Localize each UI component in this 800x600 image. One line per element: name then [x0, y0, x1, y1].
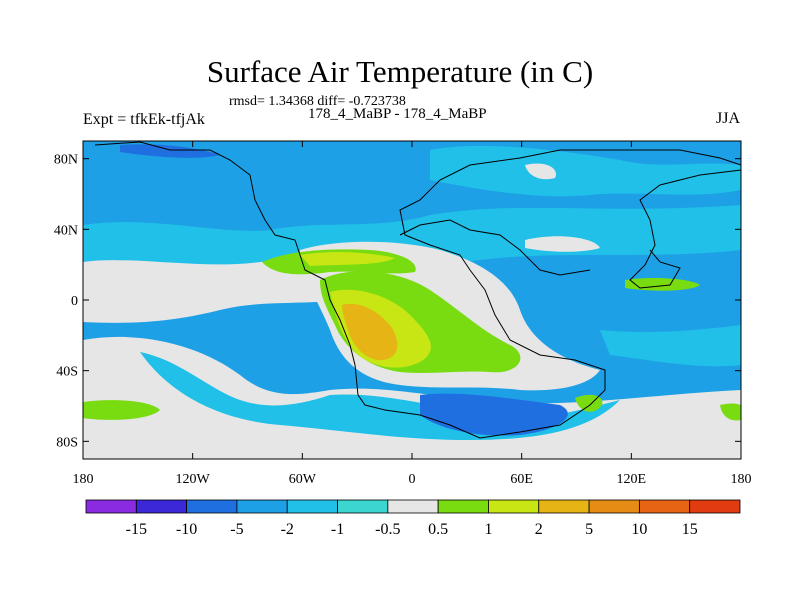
contour-orange-core [342, 303, 398, 360]
colorbar-label: 2 [535, 521, 543, 538]
comparison-label: 178_4_MaBP - 178_4_MaBP [308, 106, 487, 122]
coastline-east [629, 169, 742, 289]
lon-tick-label: 180 [731, 472, 752, 487]
contour-neutral-asia-patch [525, 236, 600, 252]
lon-tick-label: 60W [289, 472, 317, 487]
colorbar-swatch [85, 499, 137, 514]
coastline-north-shore [399, 219, 591, 276]
colorbar-label: -1 [331, 521, 344, 538]
colorbar-label: 0.5 [428, 521, 448, 538]
contour-neutral-tropics [83, 260, 350, 323]
colorbar-label: -15 [126, 521, 147, 538]
lon-tick-label: 120E [617, 472, 647, 487]
colorbar-label: -2 [281, 521, 294, 538]
colorbar-label: -5 [230, 521, 243, 538]
contour-green-east-edge [720, 403, 741, 421]
colorbar-swatch [538, 499, 590, 514]
plot-title: Surface Air Temperature (in C) [206, 54, 594, 89]
colorbar-swatch [638, 499, 691, 514]
colorbar-label: 15 [682, 521, 698, 538]
colorbar-label: 5 [585, 521, 593, 538]
season-label: JJA [716, 110, 741, 127]
contour-neutral-south [83, 336, 741, 459]
contour-cyan-east-pacific [600, 325, 741, 367]
lat-tick-label: 40S [56, 365, 78, 380]
lat-tick-label: 80N [54, 153, 78, 168]
contour-field [83, 141, 741, 459]
contour-yellow-north-band [300, 252, 395, 266]
lat-tick-label: 80S [56, 435, 78, 450]
lat-tick-label: 40N [54, 223, 78, 238]
colorbar: -15 -10 -5 -2 -1 -0.5 0.5 1 2 5 10 15 [85, 499, 741, 538]
colorbar-swatch [286, 499, 338, 514]
stats-line: rmsd= 1.34368 diff= -0.723738 [229, 94, 406, 109]
colorbar-label: 1 [484, 521, 492, 538]
lon-tick-label: 0 [409, 472, 416, 487]
contour-blue-arctic [120, 144, 220, 158]
colorbar-swatch [689, 499, 741, 514]
colorbar-swatch [337, 499, 389, 514]
colorbar-swatch [588, 499, 640, 514]
lon-tick-label: 120W [176, 472, 211, 487]
lon-tick-label: 180 [73, 472, 94, 487]
longitude-axis: 180 120W 60W 0 60E 120E 180 [73, 141, 752, 487]
contour-green-west-pacific [83, 400, 160, 420]
experiment-label: Expt = tfkEk-tfjAk [83, 111, 205, 128]
colorbar-swatch [488, 499, 540, 514]
contour-blue-south-pangaea [420, 393, 568, 436]
colorbar-swatch [186, 499, 238, 514]
contour-neutral-arctic-patch [525, 163, 556, 180]
colorbar-label: -0.5 [375, 521, 400, 538]
lat-tick-label: 0 [71, 294, 78, 309]
colorbar-label: -10 [176, 521, 197, 538]
colorbar-label: 10 [631, 521, 647, 538]
lon-tick-label: 60E [510, 472, 533, 487]
colorbar-swatch [437, 499, 489, 514]
colorbar-swatch [135, 499, 188, 514]
colorbar-swatch [387, 499, 439, 514]
colorbar-swatch [236, 499, 288, 514]
latitude-axis: 80N 40N 0 40S 80S [54, 153, 741, 450]
coastline [94, 141, 742, 439]
